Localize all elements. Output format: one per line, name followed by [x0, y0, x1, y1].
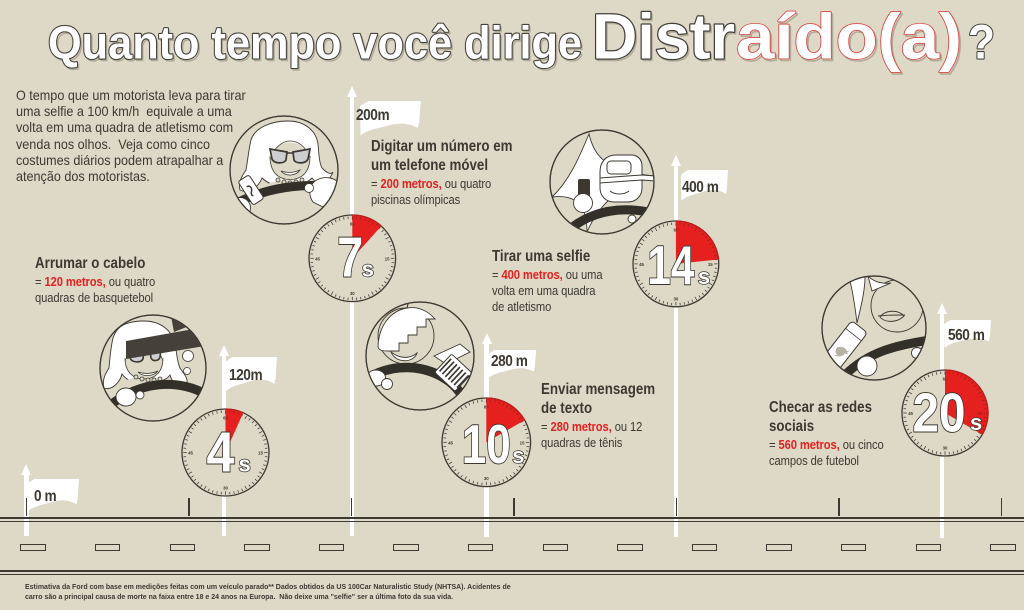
- svg-text:s: s: [698, 263, 710, 288]
- svg-text:30: 30: [223, 485, 228, 490]
- svg-text:s: s: [512, 443, 524, 468]
- svg-text:60: 60: [350, 221, 355, 226]
- svg-text:15: 15: [708, 261, 713, 266]
- svg-text:60: 60: [223, 415, 228, 420]
- svg-text:15: 15: [977, 411, 982, 416]
- svg-text:45: 45: [908, 411, 913, 416]
- svg-text:15: 15: [385, 256, 390, 261]
- svg-text:30: 30: [673, 296, 678, 301]
- svg-text:Quanto tempo você dirige: Quanto tempo você dirige: [50, 19, 584, 71]
- svg-text:60: 60: [943, 376, 948, 381]
- svg-text:Distr: Distr: [594, 3, 737, 75]
- svg-text:60: 60: [673, 227, 678, 232]
- svg-text:s: s: [239, 451, 251, 476]
- svg-text:aído(a): aído(a): [738, 3, 964, 75]
- svg-text:7: 7: [338, 225, 364, 289]
- svg-text:30: 30: [943, 445, 948, 450]
- svg-text:4: 4: [207, 420, 235, 484]
- svg-text:30: 30: [484, 476, 489, 481]
- svg-text:30: 30: [350, 291, 355, 296]
- svg-text:s: s: [970, 410, 982, 435]
- svg-text:?: ?: [968, 17, 995, 70]
- svg-text:45: 45: [639, 261, 644, 266]
- svg-text:s: s: [362, 256, 374, 281]
- svg-text:Quanto tempo você dirige: Quanto tempo você dirige: [48, 17, 582, 69]
- svg-text:20: 20: [913, 381, 966, 443]
- svg-text:10: 10: [462, 413, 511, 475]
- svg-text:14: 14: [647, 233, 694, 295]
- svg-text:45: 45: [188, 450, 193, 455]
- svg-text:aído(a): aído(a): [736, 1, 962, 73]
- svg-text:15: 15: [258, 450, 263, 455]
- svg-text:45: 45: [448, 440, 453, 445]
- svg-text:Distr: Distr: [592, 1, 735, 73]
- svg-text:15: 15: [520, 440, 525, 445]
- svg-text:45: 45: [315, 256, 320, 261]
- svg-text:60: 60: [484, 405, 489, 410]
